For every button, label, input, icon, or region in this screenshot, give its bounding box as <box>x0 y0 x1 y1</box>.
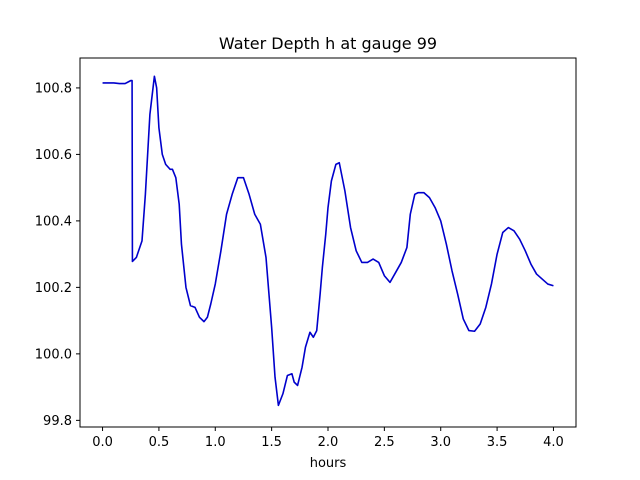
y-tick-label: 100.2 <box>35 281 72 296</box>
x-axis-label: hours <box>310 456 347 471</box>
y-tick-label: 100.8 <box>35 81 72 96</box>
x-tick-label: 0.0 <box>92 435 113 450</box>
x-tick-label: 1.5 <box>261 435 282 450</box>
y-tick-label: 99.8 <box>43 414 72 429</box>
series-line-0 <box>102 75 554 407</box>
y-tick-label: 100.4 <box>35 214 72 229</box>
chart-title: Water Depth h at gauge 99 <box>219 34 437 53</box>
x-tick-label: 3.5 <box>487 435 508 450</box>
x-tick-label: 0.5 <box>149 435 170 450</box>
y-tick-label: 100.6 <box>35 148 72 163</box>
x-tick-label: 2.5 <box>374 435 395 450</box>
y-axis: 99.8 100.0 100.2 100.4 100.6 100.8 <box>35 81 80 429</box>
x-tick-label: 1.0 <box>205 435 226 450</box>
x-axis: 0.0 0.5 1.0 1.5 2.0 2.5 3.0 3.5 4.0 <box>92 427 564 450</box>
series-layer <box>102 75 554 407</box>
x-tick-label: 4.0 <box>543 435 564 450</box>
x-tick-label: 2.0 <box>318 435 339 450</box>
x-tick-label: 3.0 <box>430 435 451 450</box>
y-tick-label: 100.0 <box>35 347 72 362</box>
